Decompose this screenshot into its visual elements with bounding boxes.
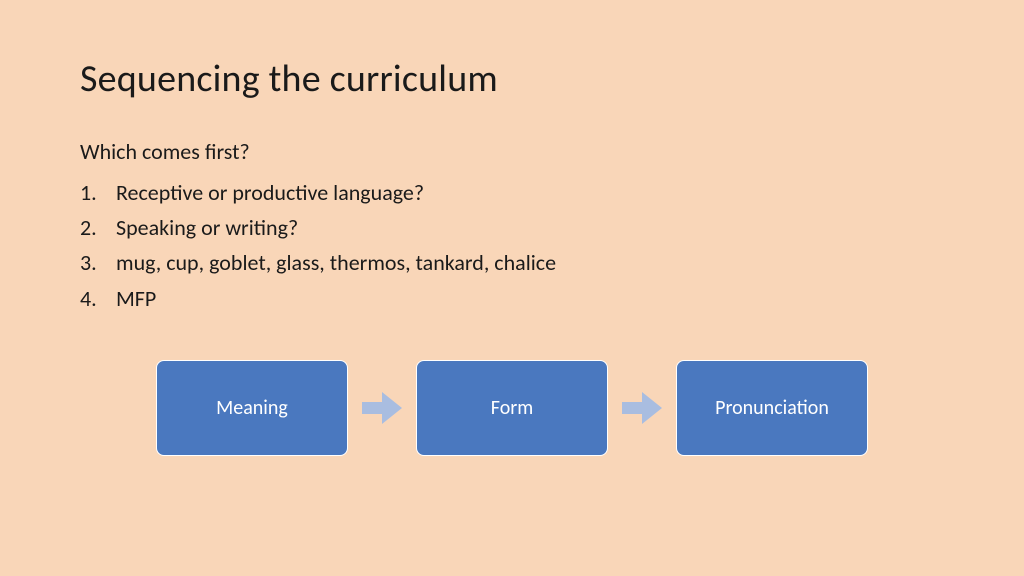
arrow-icon	[622, 392, 662, 424]
flow-node-form: Form	[416, 360, 608, 456]
flow-node-label: Meaning	[216, 396, 288, 420]
flow-node-meaning: Meaning	[156, 360, 348, 456]
flow-node-pronunciation: Pronunciation	[676, 360, 868, 456]
list-item: Speaking or writing?	[80, 210, 944, 245]
question-list: Receptive or productive language? Speaki…	[80, 175, 944, 316]
subheading: Which comes first?	[80, 138, 944, 165]
list-item: MFP	[80, 281, 944, 316]
list-item: Receptive or productive language?	[80, 175, 944, 210]
slide-title: Sequencing the curriculum	[80, 56, 944, 102]
flow-node-label: Form	[491, 396, 533, 420]
flow-diagram: Meaning Form Pronunciation	[80, 360, 944, 456]
list-item: mug, cup, goblet, glass, thermos, tankar…	[80, 245, 944, 280]
arrow-icon	[362, 392, 402, 424]
flow-node-label: Pronunciation	[715, 396, 829, 420]
